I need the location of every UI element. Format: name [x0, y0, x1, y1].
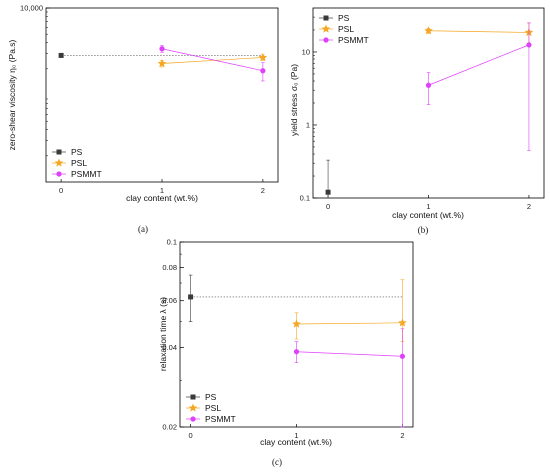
legend-label: PSMMT	[338, 35, 369, 45]
legend-label: PS	[338, 13, 350, 23]
x-tick-label: 1	[294, 431, 298, 440]
data-point	[292, 319, 301, 328]
x-tick-label: 2	[261, 186, 265, 195]
legend-label: PSMMT	[205, 414, 236, 424]
y-tick-labels: 0.02 0.04 0.06 0.08 0.1	[162, 238, 184, 432]
x-tick-labels: 0 1 2	[59, 179, 265, 195]
data-point	[293, 349, 300, 355]
legend-marker	[190, 394, 196, 400]
y-axis-label: yield stress σ₀ (Pa)	[289, 64, 299, 136]
x-tick-label: 0	[59, 186, 63, 195]
y-tick-label: 0.08	[162, 263, 177, 272]
x-tick-label: 2	[400, 431, 404, 440]
data-marks	[188, 274, 407, 428]
y-tick-label: 0.06	[162, 296, 177, 305]
legend-label: PSL	[71, 158, 87, 168]
series-line	[296, 322, 403, 325]
data-point	[258, 52, 268, 62]
legend-label: PSMMT	[71, 169, 102, 179]
data-point	[188, 294, 194, 300]
legend-marker	[190, 416, 196, 422]
x-tick-label: 0	[326, 202, 330, 211]
panel-caption: (c)	[272, 457, 282, 467]
legend-marker	[323, 37, 329, 43]
x-axis-label: clay content (wt.%)	[392, 210, 464, 220]
y-axis-label: relaxation time λ (s)	[158, 297, 168, 371]
legend-label: PSL	[205, 403, 221, 413]
data-point	[424, 26, 433, 35]
y-axis-label: zero-shear viscosity η₀ (Pa.s)	[7, 39, 17, 150]
series-line	[161, 57, 263, 64]
legend-marker	[323, 15, 329, 21]
data-point	[398, 318, 407, 327]
data-point	[526, 42, 532, 48]
y-tick-label: 0.04	[162, 343, 177, 352]
data-point	[157, 59, 167, 68]
x-tick-label: 2	[527, 202, 531, 211]
y-tick-label: 0.1	[300, 194, 310, 203]
x-axis-label: clay content (wt.%)	[126, 193, 198, 203]
y-tick-label: 0.1	[167, 238, 177, 247]
data-marks	[58, 45, 268, 82]
panel-caption: (b)	[418, 225, 429, 235]
data-marks	[325, 22, 534, 199]
y-tick-labels: 10,000	[20, 4, 50, 157]
y-tick-label: 0.02	[162, 423, 177, 432]
legend-marker	[56, 171, 62, 177]
x-tick-labels: 0 1 2	[326, 195, 531, 211]
legend-label: PS	[71, 147, 83, 157]
legend-marker	[56, 149, 62, 155]
data-point	[159, 46, 165, 52]
legend-marker	[321, 24, 331, 33]
legend-label: PSL	[338, 24, 354, 34]
data-point	[325, 189, 331, 195]
x-tick-label: 1	[426, 202, 430, 211]
y-tick-labels: 0.1 1 10	[300, 16, 317, 203]
y-tick-label: 1	[306, 120, 310, 129]
data-point	[260, 68, 266, 74]
legend-label: PS	[205, 392, 217, 402]
x-tick-label: 0	[189, 431, 193, 440]
x-tick-label: 1	[160, 186, 164, 195]
panel-caption: (a)	[138, 224, 148, 234]
series-line	[428, 30, 529, 33]
x-axis-label: clay content (wt.%)	[260, 437, 332, 447]
series-line	[428, 44, 530, 86]
data-point	[425, 82, 432, 88]
data-point	[58, 52, 64, 58]
legend-marker	[54, 158, 64, 167]
y-tick-label: 10,000	[20, 4, 43, 13]
series-line	[296, 351, 403, 357]
data-point	[399, 353, 406, 359]
y-tick-label: 10	[302, 47, 310, 56]
series-line	[161, 48, 263, 72]
legend-marker	[188, 403, 198, 412]
